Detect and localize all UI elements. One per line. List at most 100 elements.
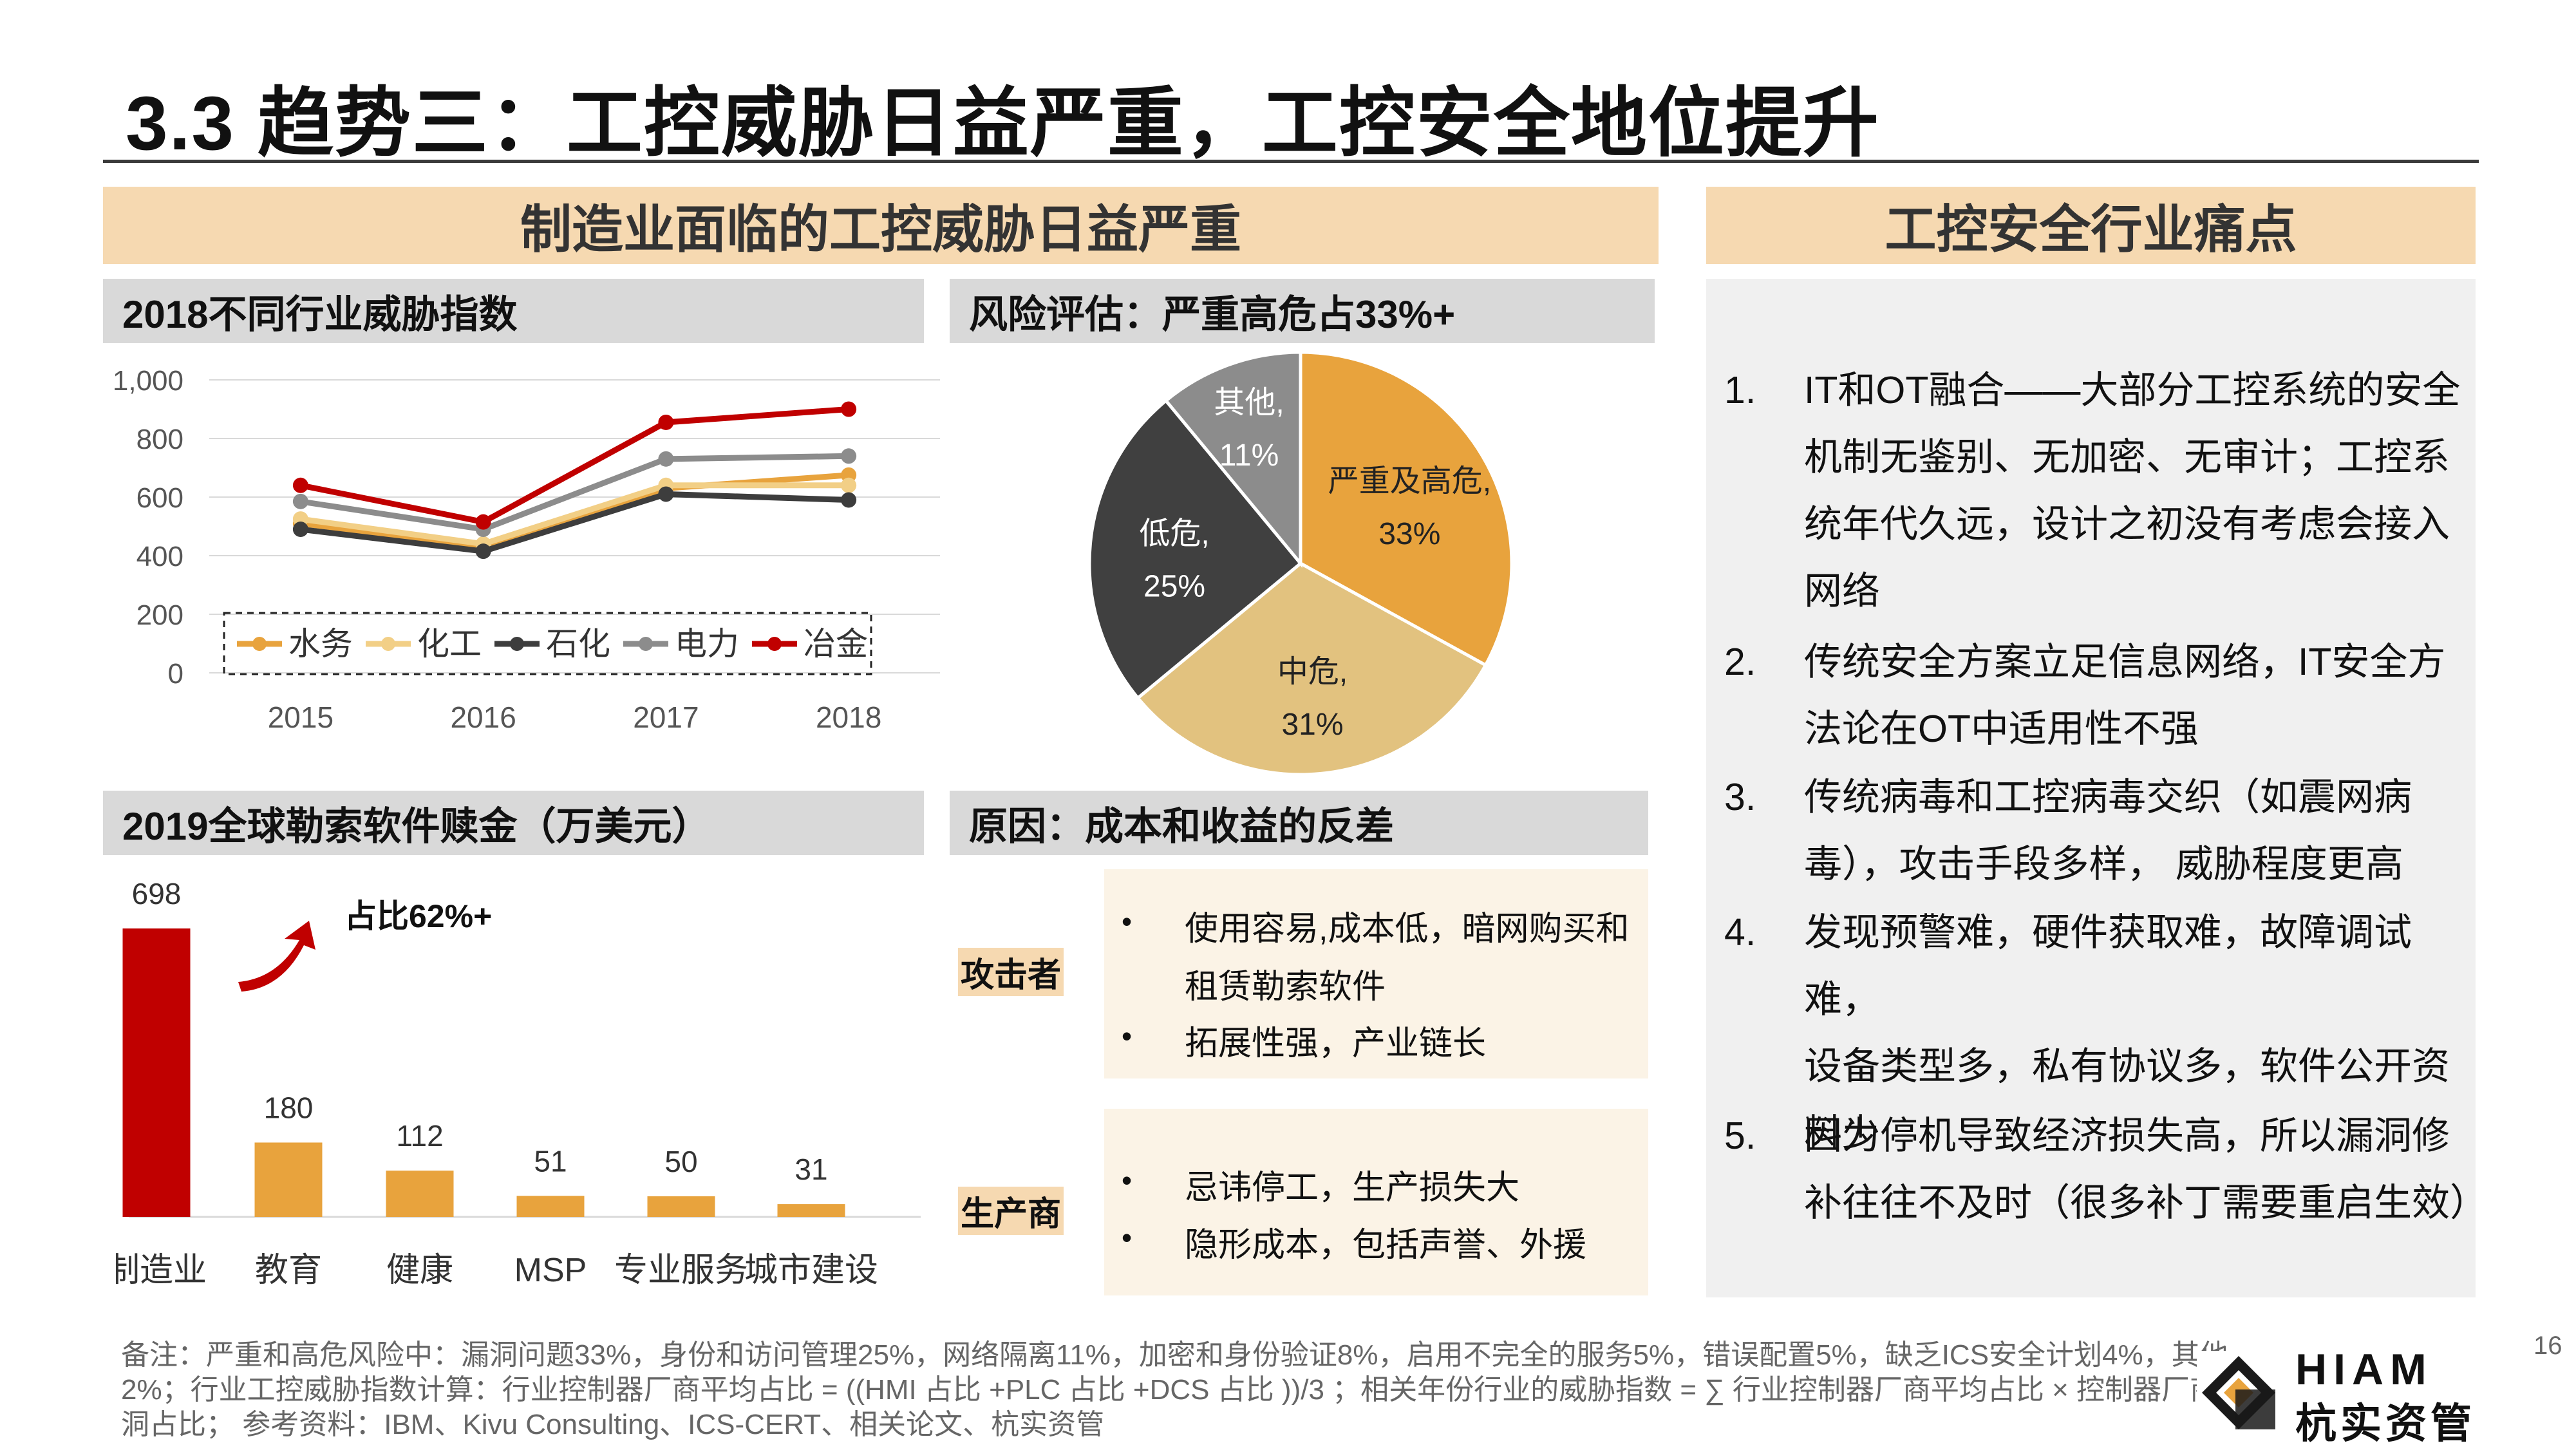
- pain-point-line: 因为停机导致经济损失高，所以漏洞修: [1804, 1115, 2450, 1157]
- footnote-line: 2%；行业工控威胁指数计算：行业控制器厂商平均占比 = ((HMI 占比 +PL…: [121, 1374, 2247, 1406]
- pie-pct-label: 33%: [1378, 517, 1440, 551]
- bullet-dot: •: [1122, 1221, 1133, 1254]
- pain-point-number: 2.: [1724, 641, 1756, 683]
- line-chart-title: 2018不同行业威胁指数: [103, 279, 924, 343]
- data-point: [841, 492, 857, 508]
- bar-value-label: 50: [664, 1145, 697, 1178]
- attacker-bullet: 拓展性强，产业链长: [1185, 1025, 1487, 1062]
- data-point: [292, 493, 308, 509]
- x-tick-label: 2017: [633, 701, 699, 734]
- series-line-石化: [300, 491, 849, 554]
- data-point: [658, 486, 674, 502]
- producer-bullet: 忌讳停工，生产损失大: [1185, 1169, 1520, 1207]
- pain-point-line: 毒），攻击手段多样， 威胁程度更高: [1804, 843, 2403, 885]
- data-point: [658, 451, 674, 467]
- y-tick-label: 0: [168, 658, 183, 690]
- series-line-冶金: [299, 406, 849, 525]
- data-point: [475, 543, 491, 560]
- right-section-header: 工控安全行业痛点: [1706, 187, 2476, 264]
- legend-marker: [252, 637, 267, 651]
- y-tick-label: 800: [136, 424, 183, 455]
- data-point: [841, 477, 857, 493]
- attacker-label: 攻击者: [958, 948, 1064, 996]
- legend-marker: [639, 637, 653, 651]
- data-point: [292, 522, 308, 538]
- legend-marker: [381, 637, 395, 651]
- legend-label: 化工: [417, 626, 482, 662]
- arrow-up-icon: [238, 921, 315, 992]
- attacker-bullet: 使用容易,成本低，暗网购买和: [1185, 910, 1630, 948]
- pie-pct-label: 25%: [1143, 569, 1205, 603]
- footnote-line: 洞占比； 参考资料：IBM、Kivu Consulting、ICS-CERT、相…: [121, 1409, 1105, 1440]
- pain-point-line: 传统病毒和工控病毒交织（如震网病: [1804, 776, 2412, 818]
- pain-point-line: 设备类型多，私有协议多，软件公开资: [1804, 1045, 2450, 1088]
- data-point: [475, 514, 491, 530]
- legend-label: 电力: [675, 626, 739, 662]
- legend-label: 冶金: [804, 626, 868, 662]
- series-line-电力: [300, 453, 849, 532]
- pie-chart: 严重及高危, 33% 中危, 31% 低危, 25% 其他, 11%: [1087, 350, 1514, 777]
- pain-point-line: IT和OT融合——大部分工控系统的安全: [1804, 369, 2461, 411]
- bar-value-label: 31: [794, 1153, 827, 1186]
- bar-chart: 698 制造业 180 教育 112 健康 51 MSP 50 专业服务 31 城市建设 占比62%+: [116, 877, 921, 1289]
- page-title: 3.3 趋势三：工控威胁日益严重，工控安全地位提升: [126, 81, 1880, 166]
- data-point: [841, 448, 857, 464]
- pie-pct-label: 31%: [1281, 708, 1343, 742]
- bar: [516, 1196, 585, 1217]
- pie-label: 其他,: [1214, 386, 1284, 420]
- pain-point-line: 发现预警难，硬件获取难，故障调试难，: [1804, 911, 2412, 1021]
- hiam-logo-icon: [2197, 1351, 2280, 1435]
- x-tick-label: 2015: [268, 701, 334, 734]
- pie-label: 低危,: [1139, 516, 1209, 551]
- legend-marker: [510, 637, 524, 651]
- bar-category-label: MSP: [514, 1252, 587, 1289]
- producer-bullet: 隐形成本，包括声誉、外援: [1185, 1227, 1587, 1264]
- page-number: 16: [2534, 1332, 2562, 1360]
- pain-point-line: 网络: [1804, 570, 1881, 612]
- pain-point-number: 4.: [1724, 911, 1756, 954]
- legend-label: 水务: [288, 626, 353, 662]
- pie-pct-label: 11%: [1219, 438, 1279, 473]
- logo-cn: 杭实资管: [2295, 1400, 2476, 1447]
- pie-slice: [1163, 350, 1302, 568]
- pain-point-number: 3.: [1724, 776, 1756, 818]
- x-tick-label: 2018: [816, 701, 881, 734]
- legend-label: 石化: [546, 626, 610, 662]
- pain-points-panel: [1706, 279, 2476, 1297]
- bar-chart-title: 2019全球勒索软件赎金（万美元）: [103, 791, 924, 855]
- pie-chart-title: 风险评估：严重高危占33%+: [950, 279, 1655, 343]
- bar-value-label: 698: [132, 877, 182, 910]
- bullet-dot: •: [1122, 1019, 1133, 1053]
- pain-point-line: 机制无鉴别、无加密、无审计；工控系: [1804, 436, 2450, 478]
- bar-category-label: 制造业: [116, 1252, 207, 1289]
- bar-category-label: 健康: [386, 1252, 453, 1289]
- pie-label: 中危,: [1277, 655, 1348, 689]
- left-section-header: 制造业面临的工控威胁日益严重: [103, 187, 1659, 264]
- pain-point-line: 补往往不及时（很多补丁需要重启生效）: [1804, 1182, 2488, 1224]
- attacker-bullet: 租赁勒索软件: [1185, 968, 1386, 1006]
- pain-point-line: 料少: [1804, 1112, 1881, 1154]
- logo-en: HIAM: [2295, 1345, 2433, 1394]
- reasons-title: 原因：成本和收益的反差: [950, 791, 1648, 855]
- bar: [386, 1171, 454, 1217]
- bar: [647, 1196, 715, 1217]
- bar: [122, 928, 191, 1217]
- pie-slice: [1299, 350, 1514, 668]
- bar-annotation-label: 占比62%+: [344, 898, 492, 934]
- y-tick-label: 200: [136, 599, 183, 631]
- series-line-化工: [300, 482, 849, 547]
- legend-box: [223, 612, 872, 675]
- pain-point-line: 统年代久远，设计之初没有考虑会接入: [1804, 503, 2450, 545]
- bar: [777, 1204, 845, 1217]
- producer-label: 生产商: [958, 1187, 1064, 1235]
- pie-label: 严重及高危,: [1328, 464, 1491, 498]
- bar-category-label: 专业服务: [614, 1252, 748, 1289]
- footnote: 备注：严重和高危风险中：漏洞问题33%，身份和访问管理25%，网络隔离11%，加…: [121, 1338, 2247, 1442]
- y-tick-label: 600: [136, 482, 183, 514]
- pain-point-line: 传统安全方案立足信息网络，IT安全方: [1804, 641, 2446, 683]
- bar-category-label: 城市建设: [744, 1252, 878, 1289]
- pie-slice: [1087, 398, 1303, 701]
- y-tick-label: 400: [136, 541, 183, 572]
- line-chart: 0 200 400 600 800 1,000 2015 2016 2017 2018 水务 化工…: [113, 365, 940, 734]
- data-point: [292, 477, 308, 493]
